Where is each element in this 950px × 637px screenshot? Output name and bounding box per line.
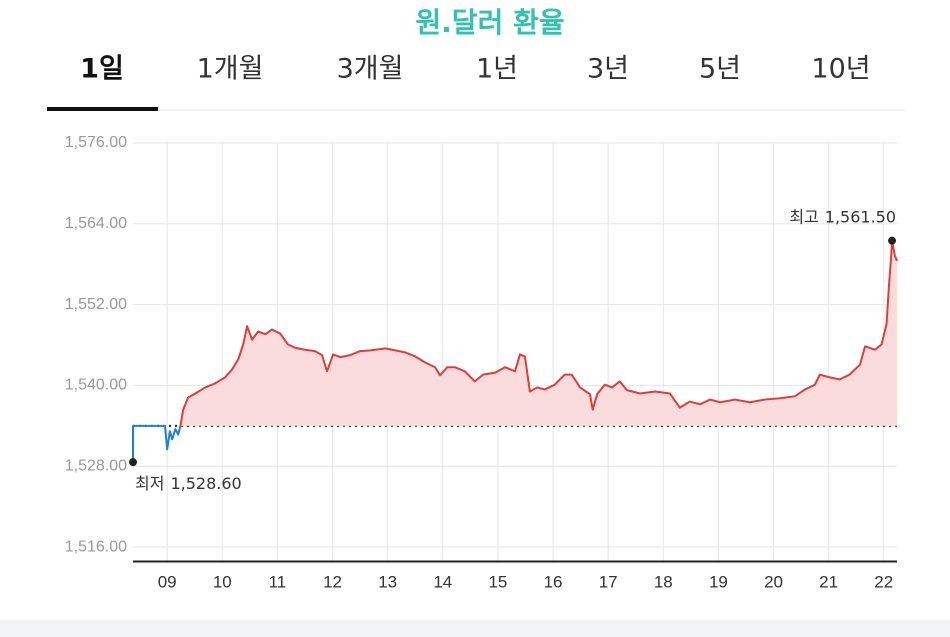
x-tick-label: 18 (654, 572, 673, 591)
tab[interactable]: 3개월 (337, 54, 404, 85)
x-tick-label: 22 (874, 572, 893, 591)
extreme-point (129, 458, 137, 467)
x-tick-label: 11 (269, 572, 287, 591)
annotation: 최고 1,561.50 (789, 207, 896, 226)
y-tick-label: 1,576.00 (65, 134, 127, 151)
x-tick-label: 15 (488, 572, 507, 591)
x-tick-label: 12 (323, 572, 342, 591)
x-tick-label: 16 (544, 572, 563, 591)
x-tick-label: 10 (213, 572, 232, 591)
annotation-label: 최고 (789, 207, 818, 226)
line (179, 239, 898, 426)
x-tick-label: 13 (378, 572, 397, 591)
tab-underline (47, 107, 158, 111)
annotation-label: 최저 (135, 474, 164, 493)
x-tick-label: 09 (158, 572, 177, 591)
extreme-point (888, 236, 897, 245)
annotation: 최저 1,528.60 (135, 474, 242, 493)
x-tick-label: 19 (709, 572, 728, 591)
x-tick-label: 21 (819, 572, 838, 591)
page-title: 원.달러 환율 (415, 6, 564, 39)
area (180, 240, 897, 426)
x-tick-label: 20 (764, 572, 783, 591)
annotation-value: 1,561.50 (825, 207, 896, 226)
y-tick-label: 1,564.00 (65, 215, 127, 232)
tab[interactable]: 1년 (476, 54, 518, 85)
annotation-value: 1,528.60 (170, 474, 241, 493)
tab[interactable]: 1개월 (197, 54, 264, 85)
tab[interactable]: 3년 (587, 54, 629, 85)
bottom-strip (0, 620, 950, 637)
y-tick-label: 1,552.00 (65, 296, 127, 313)
x-tick-label: 17 (599, 572, 618, 591)
y-tick-label: 1,528.00 (65, 457, 127, 474)
line (132, 424, 182, 463)
x-tick-label: 14 (433, 572, 452, 591)
tab[interactable]: 1일 (80, 54, 124, 85)
tab[interactable]: 10년 (811, 54, 870, 85)
tab[interactable]: 5년 (699, 54, 741, 85)
y-tick-label: 1,516.00 (65, 538, 127, 555)
y-tick-label: 1,540.00 (65, 377, 127, 394)
